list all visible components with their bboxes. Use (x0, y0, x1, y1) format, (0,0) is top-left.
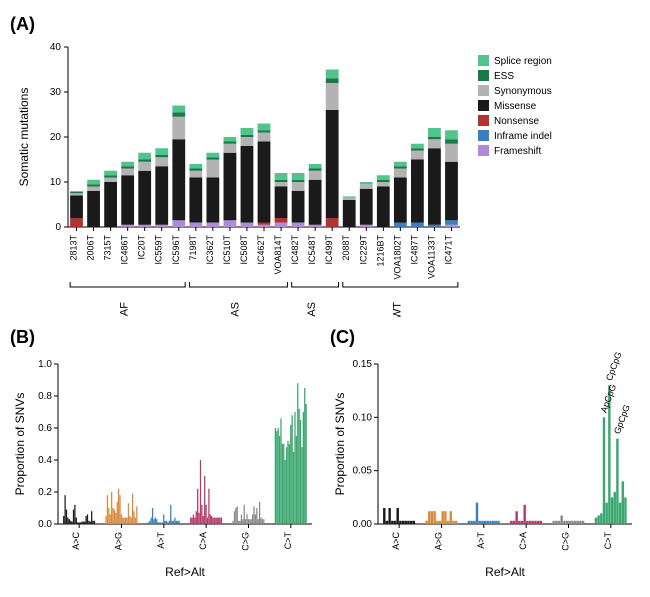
svg-text:C>G: C>G (561, 532, 571, 551)
svg-text:NRAS: NRAS (306, 302, 318, 317)
svg-text:IC510T: IC510T (222, 234, 232, 264)
svg-text:0: 0 (55, 222, 61, 233)
svg-text:Synonymous: Synonymous (494, 86, 552, 97)
svg-text:IC486T: IC486T (120, 234, 130, 264)
svg-text:Splice region: Splice region (494, 56, 552, 67)
svg-text:A>C: A>C (391, 532, 401, 550)
svg-text:2813T: 2813T (69, 235, 79, 261)
svg-text:IC471T: IC471T (443, 234, 453, 264)
svg-text:0.6: 0.6 (38, 423, 52, 434)
svg-text:VOA1133T: VOA1133T (426, 234, 436, 278)
svg-text:0.2: 0.2 (38, 487, 52, 498)
svg-text:ESS: ESS (494, 71, 514, 82)
svg-text:Ref>Alt: Ref>Alt (165, 565, 205, 579)
svg-text:7198T: 7198T (188, 235, 198, 261)
svg-text:0.4: 0.4 (38, 455, 52, 466)
panel-c-chart: 0.00 0.05 0.10 0.15 Proportion of SNVs Ref>Al… (330, 350, 640, 580)
svg-text:0.00: 0.00 (353, 519, 373, 530)
svg-text:VOA814T: VOA814T (273, 235, 283, 275)
svg-text:CpCpG: CpCpG (604, 350, 624, 382)
svg-text:A>G: A>G (434, 532, 444, 550)
svg-text:0.0: 0.0 (38, 519, 52, 530)
svg-text:0.15: 0.15 (353, 359, 373, 370)
svg-text:IC508T: IC508T (239, 234, 249, 264)
svg-text:GpCpG: GpCpG (612, 403, 632, 435)
panel-a-label: (A) (10, 14, 640, 35)
svg-text:WT: WT (391, 302, 403, 317)
svg-text:IC487T: IC487T (409, 234, 419, 264)
svg-text:KRAS: KRAS (229, 302, 241, 317)
svg-text:Somatic mutations: Somatic mutations (17, 88, 31, 187)
svg-text:IC482T: IC482T (290, 234, 300, 264)
svg-text:IC462T: IC462T (256, 234, 266, 264)
svg-text:20: 20 (50, 132, 62, 143)
svg-text:7315T: 7315T (103, 235, 113, 261)
svg-text:30: 30 (50, 87, 62, 98)
svg-text:C>G: C>G (241, 532, 251, 551)
svg-text:IC362T: IC362T (205, 234, 215, 264)
svg-text:0.10: 0.10 (353, 412, 373, 423)
svg-text:A>T: A>T (156, 532, 166, 549)
svg-text:IC499T: IC499T (324, 234, 334, 264)
svg-text:Inframe indel: Inframe indel (494, 131, 552, 142)
svg-text:BRAF: BRAF (119, 302, 131, 317)
svg-text:10: 10 (50, 177, 62, 188)
svg-text:2006T: 2006T (86, 235, 96, 261)
svg-text:VOA1802T: VOA1802T (392, 235, 402, 280)
panel-c-label: (C) (330, 327, 640, 348)
svg-text:2088T: 2088T (341, 235, 351, 261)
svg-text:C>T: C>T (283, 532, 293, 550)
svg-text:C>A: C>A (518, 532, 528, 550)
svg-text:Ref>Alt: Ref>Alt (485, 565, 525, 579)
svg-text:IC20T: IC20T (137, 235, 147, 260)
svg-text:Nonsense: Nonsense (494, 116, 539, 127)
svg-text:Missense: Missense (494, 101, 537, 112)
svg-text:Proportion of SNVs: Proportion of SNVs (333, 393, 347, 496)
svg-text:IC596T: IC596T (171, 234, 181, 264)
svg-text:A>G: A>G (114, 532, 124, 550)
panel-a-chart: 0 10 20 30 40 Somatic mutations 2813T 2006T 7315… (10, 37, 640, 317)
svg-text:A>T: A>T (476, 532, 486, 549)
svg-text:C>A: C>A (198, 532, 208, 550)
svg-text:Frameshift: Frameshift (494, 146, 541, 157)
svg-text:IC229T: IC229T (358, 234, 368, 264)
svg-text:Proportion of SNVs: Proportion of SNVs (13, 393, 27, 496)
svg-text:40: 40 (50, 42, 62, 53)
svg-text:A>C: A>C (71, 532, 81, 550)
panel-b-chart: 0.0 0.2 0.4 0.6 0.8 1.0 Proportion of SNVs Ref>… (10, 350, 320, 580)
svg-text:IC559T: IC559T (154, 234, 164, 264)
svg-text:0.05: 0.05 (353, 466, 373, 477)
svg-text:ApCpG: ApCpG (599, 383, 618, 414)
svg-text:C>T: C>T (603, 532, 613, 550)
svg-text:0.8: 0.8 (38, 391, 52, 402)
svg-text:1.0: 1.0 (38, 359, 52, 370)
svg-text:IC548T: IC548T (307, 234, 317, 264)
svg-text:1216BT: 1216BT (375, 235, 385, 267)
panel-b-label: (B) (10, 327, 320, 348)
